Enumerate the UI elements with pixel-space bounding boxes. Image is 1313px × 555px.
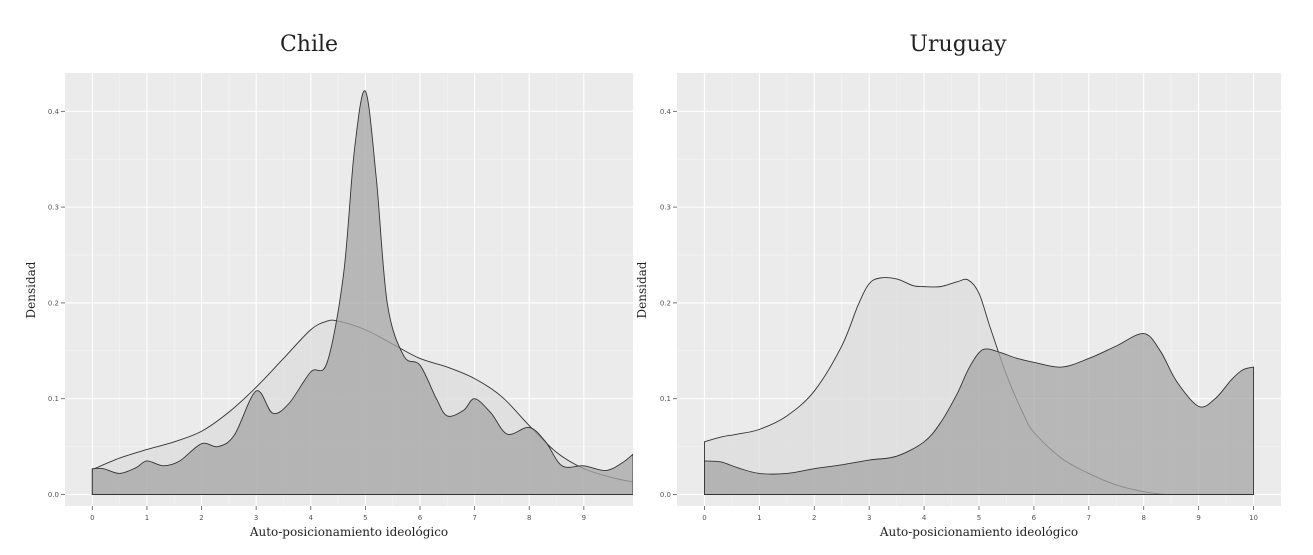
- uruguay-y-tick-label: 0.2: [660, 299, 671, 307]
- chile-x-tick-label: 6: [418, 514, 423, 522]
- chile-x-tick-label: 7: [472, 514, 476, 522]
- chile-x-tick-label: 3: [254, 514, 258, 522]
- chile-y-tick-label: 0.0: [48, 491, 59, 499]
- uruguay-x-tick-label: 5: [977, 514, 981, 522]
- chile-y-tick-label: 0.1: [48, 395, 59, 403]
- uruguay-density-area-2: [704, 333, 1254, 495]
- uruguay-x-tick-label: 4: [922, 514, 927, 522]
- chile-y-tick-label: 0.2: [48, 299, 59, 307]
- uruguay-x-tick-label: 0: [702, 514, 706, 522]
- uruguay-x-axis-label: Auto-posicionamiento ideológico: [879, 525, 1078, 539]
- chile-x-tick-label: 4: [309, 514, 314, 522]
- uruguay-x-tick-label: 1: [757, 514, 761, 522]
- uruguay-y-axis-label: Densidad: [635, 261, 649, 318]
- uruguay-plot-area: 0 1 2 3 4 5 6 7 8 9 10 0.0 0.1 0.2 0.3 0.4: [660, 73, 1281, 522]
- chile-x-tick-label: 0: [90, 514, 94, 522]
- chile-y-tick-label: 0.4: [48, 108, 60, 116]
- uruguay-x-tick-label: 7: [1087, 514, 1091, 522]
- uruguay-x-tick-label: 8: [1141, 514, 1145, 522]
- uruguay-y-tick-label: 0.3: [660, 204, 671, 212]
- chile-x-tick-label: 5: [363, 514, 367, 522]
- uruguay-y-tick-label: 0.0: [660, 491, 671, 499]
- chile-x-axis-label: Auto-posicionamiento ideológico: [249, 525, 448, 539]
- uruguay-plot: 0 1 2 3 4 5 6 7 8 9 10 0.0 0.1 0.2 0.3 0.4 Uruguay Auto…: [635, 32, 1281, 539]
- uruguay-title: Uruguay: [909, 32, 1007, 57]
- chile-title: Chile: [280, 32, 338, 57]
- uruguay-y-tick-label: 0.1: [660, 395, 671, 403]
- uruguay-x-tick-label: 3: [867, 514, 871, 522]
- uruguay-x-tick-label: 9: [1196, 514, 1200, 522]
- chile-x-tick-label: 2: [199, 514, 203, 522]
- uruguay-x-tick-label: 6: [1032, 514, 1037, 522]
- chile-plot-area: 0 1 2 3 4 5 6 7 8 9 0.0 0.1 0.2 0.3 0.4: [48, 73, 633, 522]
- uruguay-x-tick-label: 2: [812, 514, 816, 522]
- uruguay-y-tick-label: 0.4: [660, 108, 672, 116]
- chile-x-tick-label: 9: [582, 514, 586, 522]
- chile-density-area-2: [91, 90, 633, 495]
- chile-y-axis-label: Densidad: [24, 261, 38, 318]
- chile-plot: 0 1 2 3 4 5 6 7 8 9 0.0 0.1 0.2 0.3 0.4 Chile Auto-pos…: [24, 32, 633, 539]
- chile-y-tick-label: 0.3: [48, 204, 59, 212]
- chile-x-tick-label: 1: [145, 514, 149, 522]
- uruguay-x-tick-label: 10: [1249, 514, 1258, 522]
- chile-x-tick-label: 8: [527, 514, 531, 522]
